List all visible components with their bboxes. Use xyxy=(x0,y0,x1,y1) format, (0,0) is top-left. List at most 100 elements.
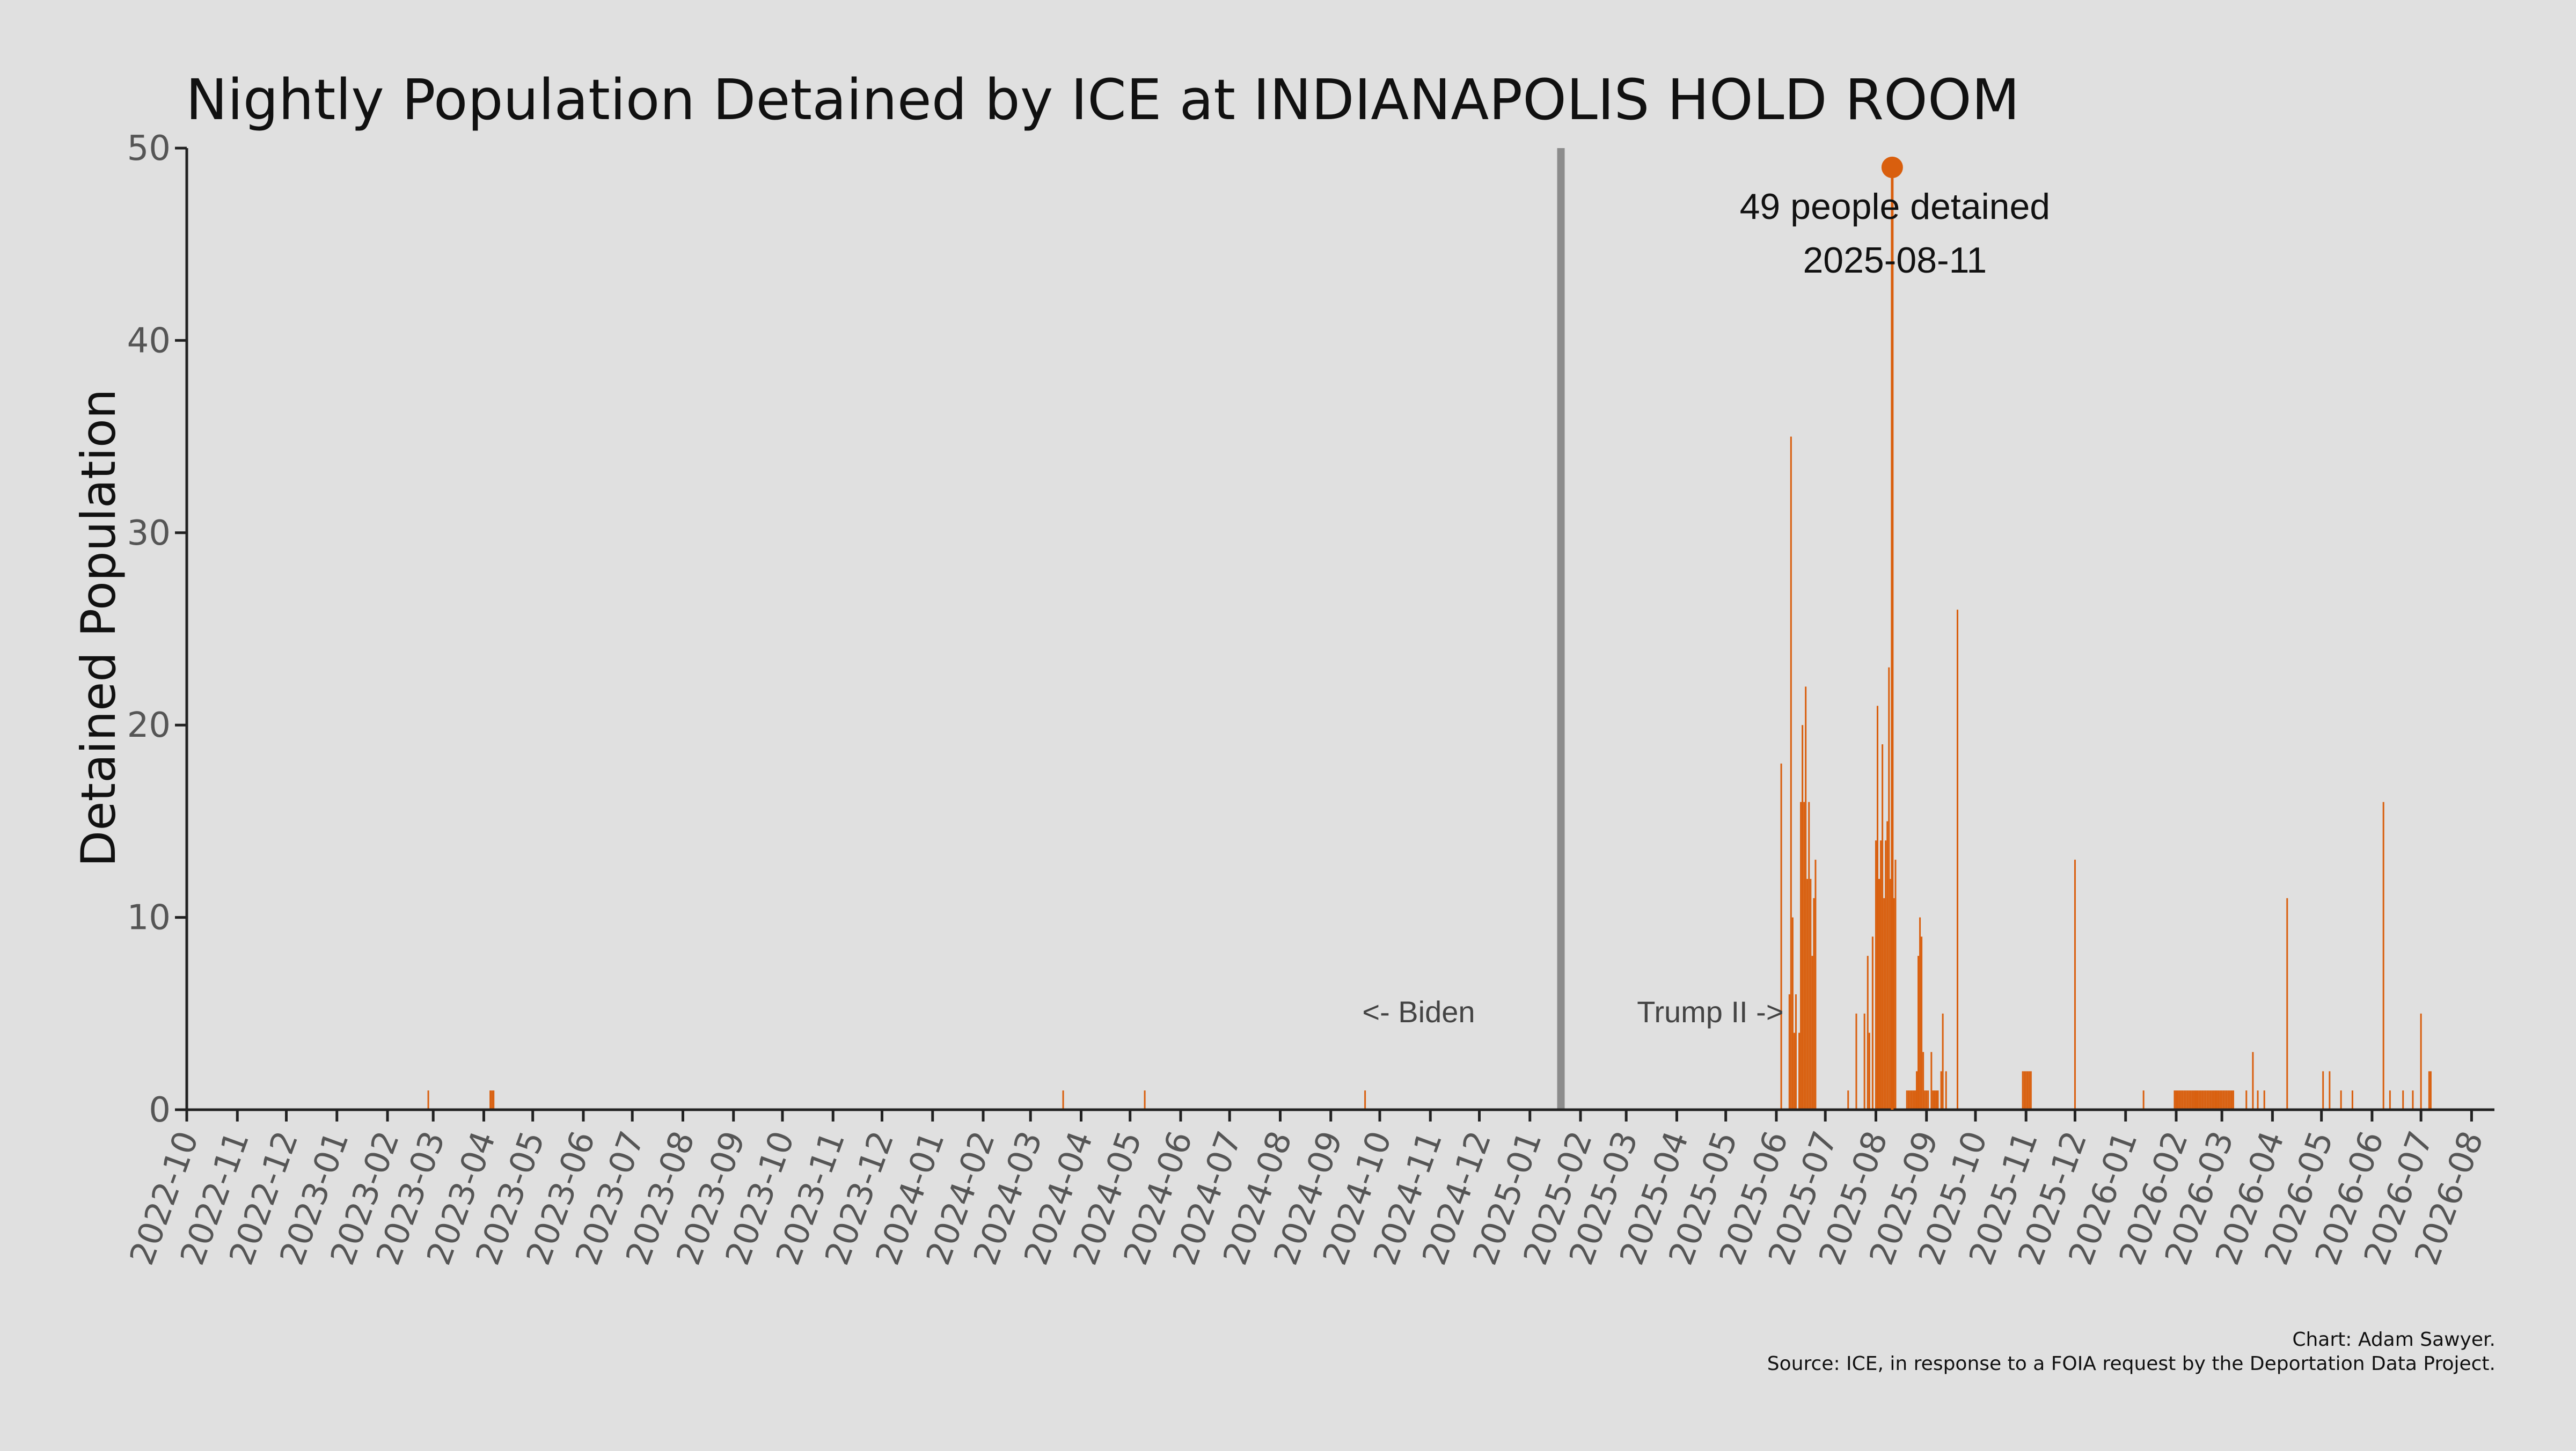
bar xyxy=(2183,1090,2185,1110)
bar xyxy=(1942,1013,1944,1110)
era-label-trump: Trump II -> xyxy=(1637,995,1783,1029)
y-axis-label: Detained Population xyxy=(71,389,126,867)
bar xyxy=(2185,1090,2187,1110)
y-tick-layer: 0 10 20 30 40 50 xyxy=(127,129,187,1130)
bars-layer xyxy=(427,167,2432,1110)
bar xyxy=(1934,1090,1936,1110)
bar xyxy=(1930,1052,1933,1110)
bar xyxy=(1890,878,1892,1110)
bar xyxy=(2177,1090,2179,1110)
peak-annotation-date: 2025-08-11 xyxy=(1803,240,1987,281)
chart-title: Nightly Population Detained by ICE at IN… xyxy=(186,67,2019,133)
peak-marker-dot xyxy=(1881,156,1903,178)
bar xyxy=(1893,898,1895,1110)
bar xyxy=(2221,1090,2223,1110)
bar xyxy=(2175,1090,2177,1110)
credit-source: Source: ICE, in response to a FOIA reque… xyxy=(1767,1353,2496,1375)
bar xyxy=(2208,1090,2210,1110)
bar xyxy=(1957,610,1958,1110)
bar xyxy=(1855,1013,1857,1110)
y-tick-label: 10 xyxy=(127,898,171,938)
bar xyxy=(2340,1090,2342,1110)
bar xyxy=(489,1090,492,1110)
bar xyxy=(1798,1032,1801,1110)
bar xyxy=(2178,1090,2180,1110)
bar xyxy=(1886,821,1889,1110)
bar xyxy=(491,1090,493,1110)
bar xyxy=(1911,1090,1913,1110)
bar xyxy=(1921,936,1923,1110)
bar xyxy=(1868,1032,1870,1110)
bar xyxy=(2186,1090,2189,1110)
bar xyxy=(2329,1071,2331,1110)
bar xyxy=(2351,1090,2353,1110)
bar xyxy=(1790,436,1792,1110)
bar xyxy=(2200,1090,2202,1110)
bar xyxy=(1907,1090,1909,1110)
bar xyxy=(2193,1090,2195,1110)
bar xyxy=(1871,936,1874,1110)
bar xyxy=(2197,1090,2199,1110)
bar xyxy=(2224,1090,2226,1110)
bar xyxy=(1811,956,1813,1110)
bar xyxy=(2219,1090,2221,1110)
bar xyxy=(2174,1090,2176,1110)
y-tick-label: 0 xyxy=(149,1090,171,1130)
bar xyxy=(1062,1090,1064,1110)
bar xyxy=(1788,994,1790,1110)
y-tick-label: 50 xyxy=(127,129,171,168)
bar xyxy=(1813,898,1815,1110)
bar xyxy=(2209,1090,2212,1110)
bar xyxy=(2227,1090,2229,1110)
bar xyxy=(2428,1071,2430,1110)
bar xyxy=(1847,1090,1849,1110)
bar xyxy=(2211,1090,2213,1110)
bar xyxy=(2198,1090,2200,1110)
bar xyxy=(1364,1090,1366,1110)
bar xyxy=(1863,1013,1865,1110)
bar xyxy=(1808,802,1810,1110)
bar xyxy=(1780,763,1782,1110)
bar xyxy=(2214,1090,2216,1110)
bar xyxy=(2420,1013,2422,1110)
bar xyxy=(2218,1090,2220,1110)
bar xyxy=(1805,686,1807,1110)
bar xyxy=(2382,802,2384,1110)
bar xyxy=(1937,1090,1939,1110)
bar xyxy=(1802,725,1804,1110)
bar xyxy=(1793,1032,1795,1110)
bar xyxy=(2213,1090,2215,1110)
bar xyxy=(1144,1090,1146,1110)
bar xyxy=(1795,994,1797,1110)
bar xyxy=(1932,1090,1934,1110)
bar xyxy=(1791,917,1794,1110)
bar xyxy=(2190,1090,2192,1110)
bar xyxy=(2025,1071,2027,1110)
bar xyxy=(2230,1090,2233,1110)
bar xyxy=(1924,1090,1926,1110)
bar xyxy=(2402,1090,2404,1110)
y-tick-label: 40 xyxy=(127,321,171,361)
bar xyxy=(2194,1090,2197,1110)
credit-author: Chart: Adam Sawyer. xyxy=(2292,1329,2496,1351)
bar xyxy=(1919,917,1921,1110)
bar xyxy=(1906,1090,1908,1110)
bar xyxy=(1878,878,1880,1110)
bar xyxy=(1882,744,1884,1110)
bar xyxy=(2026,1071,2029,1110)
peak-annotation-value: 49 people detained xyxy=(1740,186,2051,227)
era-label-biden: <- Biden xyxy=(1362,995,1475,1029)
bar xyxy=(1926,1090,1928,1110)
bar xyxy=(2205,1090,2207,1110)
bar xyxy=(2028,1071,2030,1110)
bar xyxy=(1918,956,1920,1110)
bar xyxy=(2191,1090,2193,1110)
bar xyxy=(1914,1090,1916,1110)
bar xyxy=(2245,1090,2248,1110)
bar xyxy=(1803,802,1805,1110)
bar xyxy=(1883,898,1885,1110)
bar xyxy=(2188,1090,2190,1110)
bar xyxy=(2322,1071,2324,1110)
